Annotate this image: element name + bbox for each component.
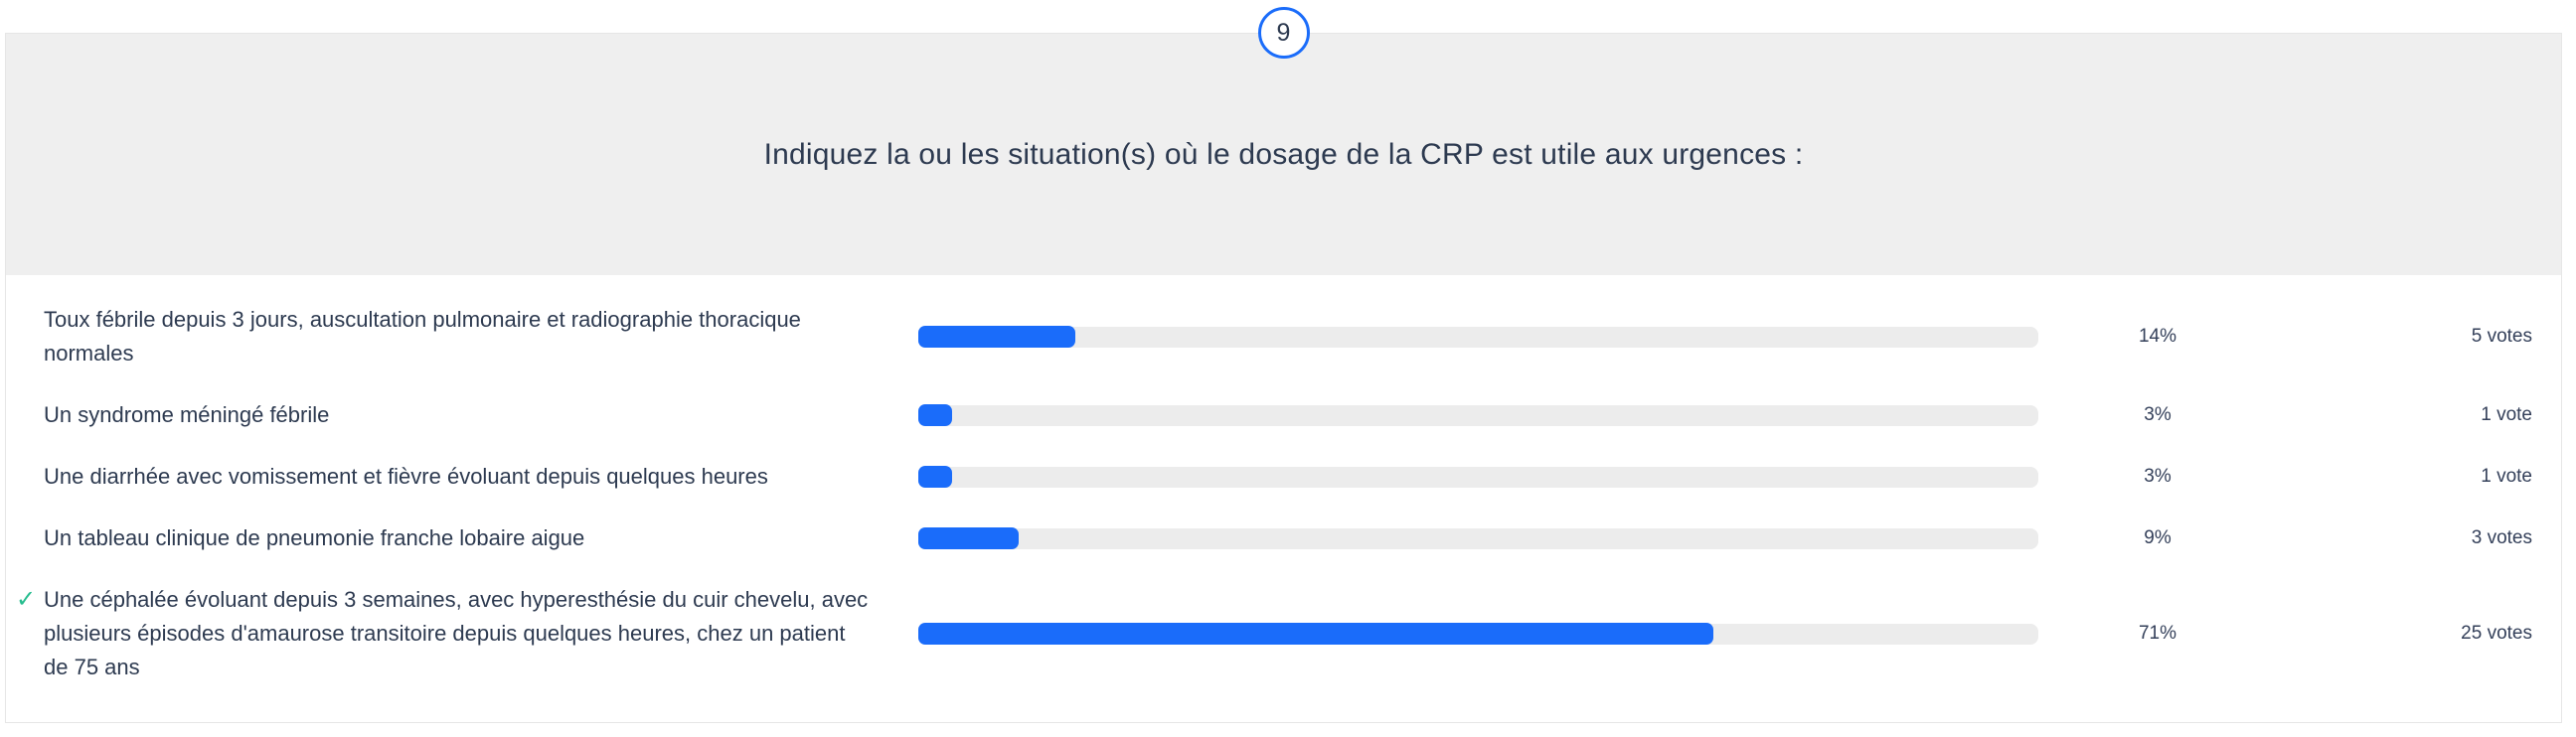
answer-label: Une diarrhée avec vomissement et fièvre …: [44, 464, 768, 489]
votes-label: 25 votes: [2461, 623, 2532, 644]
question-title: Indiquez la ou les situation(s) où le do…: [763, 137, 1804, 171]
result-bar-track: [918, 404, 2038, 426]
result-bar-fill: [918, 527, 1020, 549]
answer-row: ✓ Une diarrhée avec vomissement et fièvr…: [6, 446, 2561, 508]
answer-text: ✓ Une céphalée évoluant depuis 3 semaine…: [16, 583, 869, 684]
answer-text: ✓ Toux fébrile depuis 3 jours, auscultat…: [44, 303, 869, 370]
answer-text: ✓ Un syndrome méningé fébrile: [44, 398, 869, 432]
result-bar-track: [918, 623, 2038, 645]
answer-label: Un syndrome méningé fébrile: [44, 402, 330, 427]
votes-label: 1 vote: [2481, 404, 2532, 425]
answer-text: ✓ Un tableau clinique de pneumonie franc…: [44, 521, 869, 555]
answer-row: ✓ Un tableau clinique de pneumonie franc…: [6, 508, 2561, 569]
result-bar-fill: [918, 326, 1075, 348]
percent-label: 3%: [2144, 466, 2172, 487]
poll-card: 9 Indiquez la ou les situation(s) où le …: [5, 7, 2562, 723]
question-number: 9: [1276, 18, 1291, 47]
result-bar-track: [918, 527, 2038, 549]
answer-label: Toux fébrile depuis 3 jours, auscultatio…: [44, 307, 801, 366]
result-bar-fill: [918, 466, 952, 488]
result-bar-fill: [918, 404, 952, 426]
result-bar-track: [918, 326, 2038, 348]
votes-label: 1 vote: [2481, 466, 2532, 487]
question-number-badge: 9: [1257, 7, 1310, 59]
votes-label: 3 votes: [2471, 527, 2532, 548]
percent-label: 9%: [2144, 527, 2172, 548]
answer-row: ✓ Un syndrome méningé fébrile 3% 1 vote: [6, 384, 2561, 446]
percent-label: 3%: [2144, 404, 2172, 425]
result-bar-track: [918, 466, 2038, 488]
check-icon: ✓: [16, 586, 37, 613]
question-header: Indiquez la ou les situation(s) où le do…: [6, 34, 2561, 275]
percent-label: 14%: [2138, 326, 2177, 347]
answer-row: ✓ Une céphalée évoluant depuis 3 semaine…: [6, 569, 2561, 698]
answer-label: Un tableau clinique de pneumonie franche…: [44, 525, 585, 550]
answer-text: ✓ Une diarrhée avec vomissement et fièvr…: [44, 460, 869, 494]
answers-list: ✓ Toux fébrile depuis 3 jours, auscultat…: [6, 275, 2561, 698]
votes-label: 5 votes: [2471, 326, 2532, 347]
answer-label: Une céphalée évoluant depuis 3 semaines,…: [44, 587, 869, 679]
percent-label: 71%: [2138, 623, 2177, 644]
answer-row: ✓ Toux fébrile depuis 3 jours, auscultat…: [6, 289, 2561, 384]
result-bar-fill: [918, 623, 1714, 645]
